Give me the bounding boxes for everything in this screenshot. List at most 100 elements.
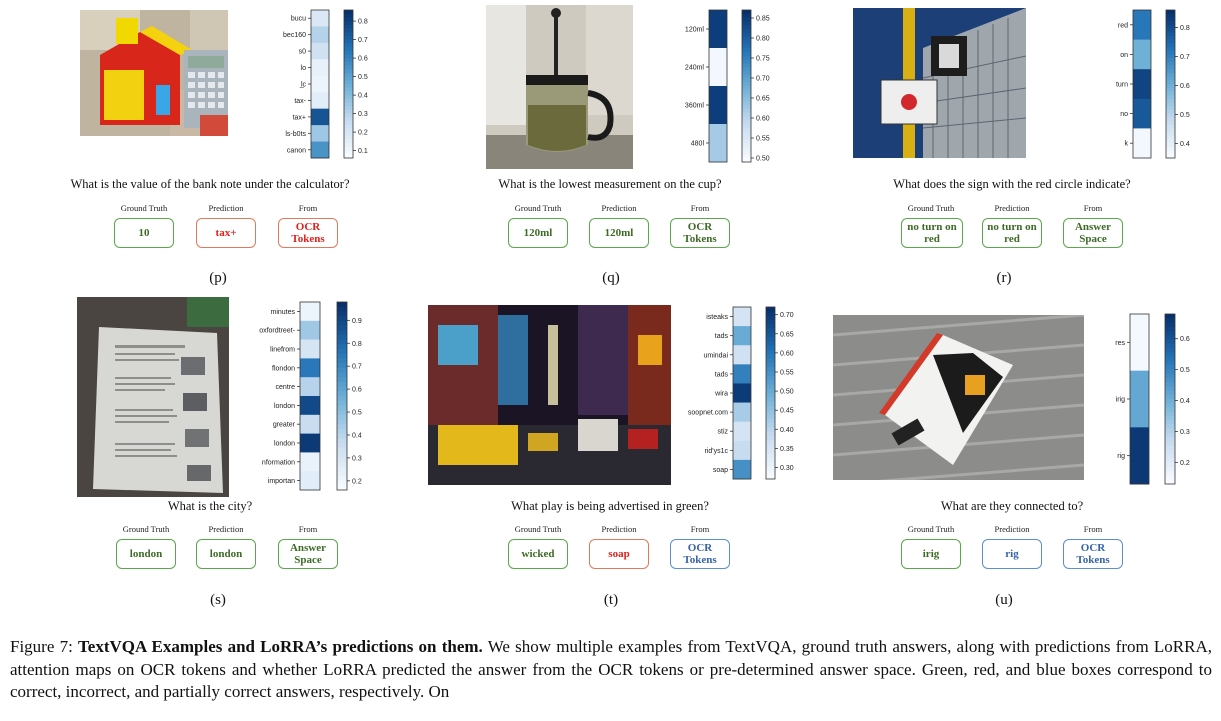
colorbar-frame [336,301,348,491]
heatmap-frame [310,9,330,159]
from-label: From [1083,203,1103,213]
colorbar-segment [1166,95,1175,100]
colorbar-segment [742,59,751,64]
token-label: rig [1117,453,1125,460]
colorbar-segment [337,419,347,425]
token-label: soopnet.com [688,410,728,417]
prediction-label: Prediction [994,524,1030,534]
colorbar-segment [1166,87,1175,92]
prediction-label: Prediction [208,524,244,534]
panel-letter: (r) [996,270,1012,286]
colorbar-segment [742,63,751,68]
colorbar-label: 0.6 [1180,83,1190,90]
colorbar-label: 0.50 [756,156,770,163]
colorbar-segment [766,358,775,364]
photo-calculator-house [80,10,228,136]
colorbar-frame [741,9,752,163]
colorbar-label: 0.5 [1180,112,1190,119]
colorbar-segment [742,131,751,136]
token-label: 480l [691,141,705,148]
colorbar-segment [742,21,751,26]
colorbar-label: 0.4 [352,432,362,439]
colorbar-segment [766,440,775,446]
colorbar-segment [742,124,751,129]
from-label: From [1083,524,1103,534]
colorbar-segment [1165,467,1175,472]
heatmap-s: minutes oxfordtreet-linefrom flondon centre… [218,300,388,492]
colorbar-segment [1166,109,1175,115]
colorbar-segment [742,154,751,159]
colorbar-segment [337,480,347,486]
colorbar-segment [337,461,347,468]
token-label: 240ml [685,65,705,72]
colorbar-segment [1166,21,1175,26]
heatmap-frame [1132,9,1152,159]
colorbar-segment [344,58,353,63]
colorbar-segment [344,154,353,159]
colorbar-segment [742,10,751,15]
colorbar-label: 0.40 [780,427,794,434]
colorbar-segment [766,397,775,403]
colorbar-segment [766,393,775,398]
heatmap-cell [733,402,751,423]
colorbar-segment [742,36,751,41]
token-label: canon [287,147,306,154]
colorbar-segment [742,120,751,125]
colorbar-segment [1165,437,1175,443]
photo-french-press [486,5,633,169]
colorbar-segment [337,302,347,308]
colorbar-segment [344,17,353,22]
colorbar-segment [1166,24,1175,30]
colorbar-segment [1166,102,1175,107]
colorbar-segment [766,367,775,373]
heatmap-cell [733,307,751,327]
token-label: nformation [262,459,295,466]
colorbar-segment [766,380,775,385]
colorbar-label: 0.6 [358,56,368,63]
token-label: 360ml [685,103,705,110]
colorbar-segment [742,112,751,117]
colorbar-segment [344,102,353,107]
colorbar-segment [344,21,353,26]
colorbar-segment [337,433,347,439]
colorbar-segment [337,349,347,355]
colorbar-segment [766,466,775,471]
panel-letter: (u) [995,592,1013,608]
colorbar-segment [344,80,353,85]
colorbar-segment [344,87,353,92]
colorbar-segment [1165,394,1175,400]
colorbar-segment [766,388,775,394]
colorbar-segment [337,396,347,402]
colorbar-segment [344,84,353,89]
colorbar-segment [742,139,751,144]
colorbar-segment [344,121,353,126]
colorbar-segment [1165,420,1175,426]
colorbar-segment [337,344,347,350]
photo-times-square [428,305,671,485]
colorbar-segment [766,362,775,368]
prediction-box: rig [982,539,1042,569]
colorbar-segment [1165,365,1175,370]
photo-street-sign [853,8,1026,158]
heatmap-cell [311,26,329,44]
colorbar-segment [766,350,775,355]
heatmap-svg: isteaks tads umindai tads wira soopnet.com sti… [688,306,794,480]
colorbar-segment [766,307,775,312]
token-label: isteaks [706,314,728,321]
heatmap-t: isteaks tads umindai tads wira soopnet.com sti… [660,305,810,481]
colorbar-segment [1166,61,1175,67]
heatmap-cell [311,75,329,93]
colorbar-segment [742,101,751,106]
prediction-label: Prediction [208,203,244,213]
colorbar-segment [344,54,353,59]
colorbar-segment [337,428,347,435]
panel-letter: (s) [210,592,226,608]
colorbar-segment [337,325,347,331]
colorbar-label: 0.65 [780,331,794,338]
prediction-box: tax+ [196,218,256,248]
colorbar-segment [337,471,347,477]
colorbar-segment [766,431,775,437]
colorbar-segment [344,113,353,118]
colorbar-segment [742,17,751,22]
token-label: lo [301,65,307,72]
